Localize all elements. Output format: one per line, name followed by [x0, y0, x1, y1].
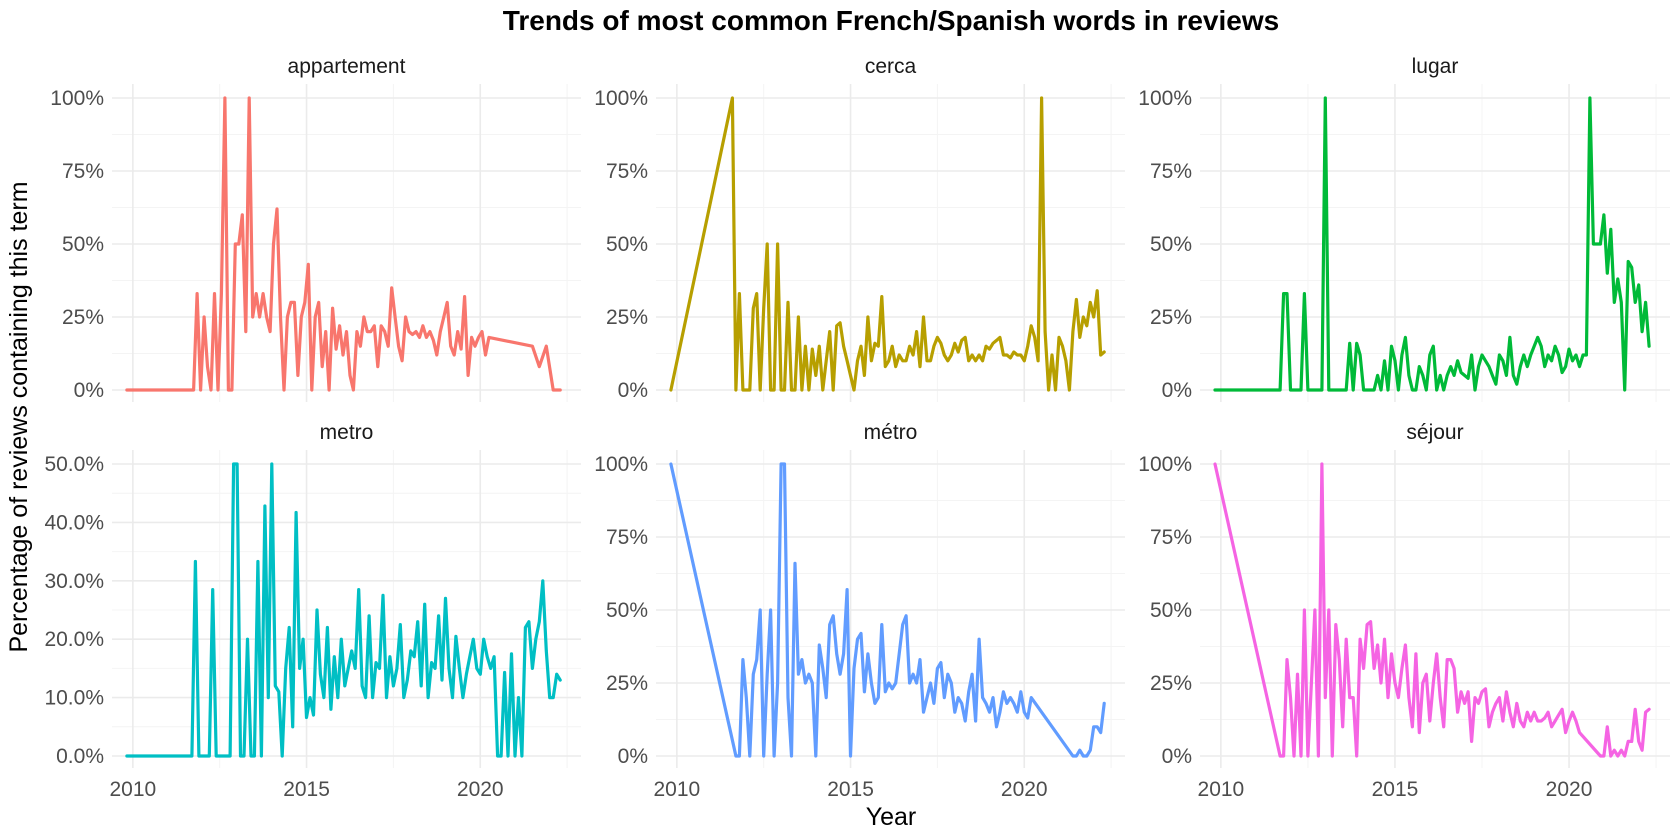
facet-strip-label: appartement [288, 55, 406, 78]
facet-panels: appartement 0% 25% 50% 75% 100% cerca 0% 25% 50% 7… [44, 55, 1670, 801]
facet-strip-label: métro [864, 421, 918, 444]
y-tick-label: 0% [1162, 745, 1192, 768]
facet-strip-label: séjour [1406, 421, 1463, 444]
x-tick-label: 2015 [827, 778, 874, 801]
y-tick-label: 0.0% [56, 745, 104, 768]
facet-strip-label: metro [320, 421, 374, 444]
y-tick-label: 75% [62, 160, 104, 183]
y-tick-label: 75% [606, 526, 648, 549]
x-tick-label: 2020 [1001, 778, 1048, 801]
y-tick-label: 0% [618, 379, 648, 402]
x-tick-label: 2020 [457, 778, 504, 801]
y-tick-label: 25% [1150, 306, 1192, 329]
y-tick-label: 20.0% [44, 628, 104, 651]
y-tick-label: 50% [606, 233, 648, 256]
y-tick-label: 25% [606, 306, 648, 329]
y-tick-label: 25% [1150, 672, 1192, 695]
series-line-0 [125, 96, 562, 392]
y-tick-label: 75% [1150, 160, 1192, 183]
y-tick-label: 40.0% [44, 511, 104, 534]
y-tick-label: 100% [594, 87, 648, 110]
y-tick-label: 75% [606, 160, 648, 183]
x-axis-label: Year [866, 803, 917, 831]
facet-panel-0: appartement 0% 25% 50% 75% 100% [50, 55, 581, 402]
facet-strip-label: lugar [1412, 55, 1459, 78]
x-tick-label: 2020 [1546, 778, 1593, 801]
y-tick-label: 25% [62, 306, 104, 329]
facet-panel-3: metro 0.0% 10.0% 20.0% 30.0% 40.0% 50.0% 2010 20… [44, 421, 581, 801]
y-tick-label: 100% [594, 453, 648, 476]
y-axis-label: Percentage of reviews containing this te… [5, 181, 33, 652]
x-tick-label: 2015 [1372, 778, 1419, 801]
x-tick-label: 2010 [109, 778, 156, 801]
facet-panel-4: métro 0% 25% 50% 75% 100% 2010 2015 2020 [594, 421, 1125, 801]
y-tick-label: 0% [1162, 379, 1192, 402]
x-tick-label: 2010 [653, 778, 700, 801]
y-tick-label: 0% [74, 379, 104, 402]
series-line-4 [669, 462, 1106, 758]
chart-title: Trends of most common French/Spanish wor… [503, 5, 1279, 36]
facet-panel-1: cerca 0% 25% 50% 75% 100% [594, 55, 1125, 402]
x-tick-label: 2010 [1198, 778, 1245, 801]
y-tick-label: 100% [1138, 453, 1192, 476]
y-tick-label: 50% [62, 233, 104, 256]
y-tick-label: 100% [50, 87, 104, 110]
y-tick-label: 0% [618, 745, 648, 768]
y-tick-label: 75% [1150, 526, 1192, 549]
y-tick-label: 50% [1150, 233, 1192, 256]
series-line-1 [669, 96, 1106, 392]
facet-panel-2: lugar 0% 25% 50% 75% 100% [1138, 55, 1670, 402]
y-tick-label: 50% [606, 599, 648, 622]
facet-strip-label: cerca [865, 55, 917, 78]
series-line-2 [1213, 96, 1651, 392]
y-tick-label: 30.0% [44, 570, 104, 593]
series-line-5 [1213, 462, 1651, 758]
y-tick-label: 50.0% [44, 453, 104, 476]
y-tick-label: 10.0% [44, 687, 104, 710]
y-tick-label: 100% [1138, 87, 1192, 110]
facet-panel-5: séjour 0% 25% 50% 75% 100% 2010 2015 2020 [1138, 421, 1670, 801]
series-line-3 [125, 462, 562, 758]
x-tick-label: 2015 [283, 778, 330, 801]
y-tick-label: 50% [1150, 599, 1192, 622]
y-tick-label: 25% [606, 672, 648, 695]
